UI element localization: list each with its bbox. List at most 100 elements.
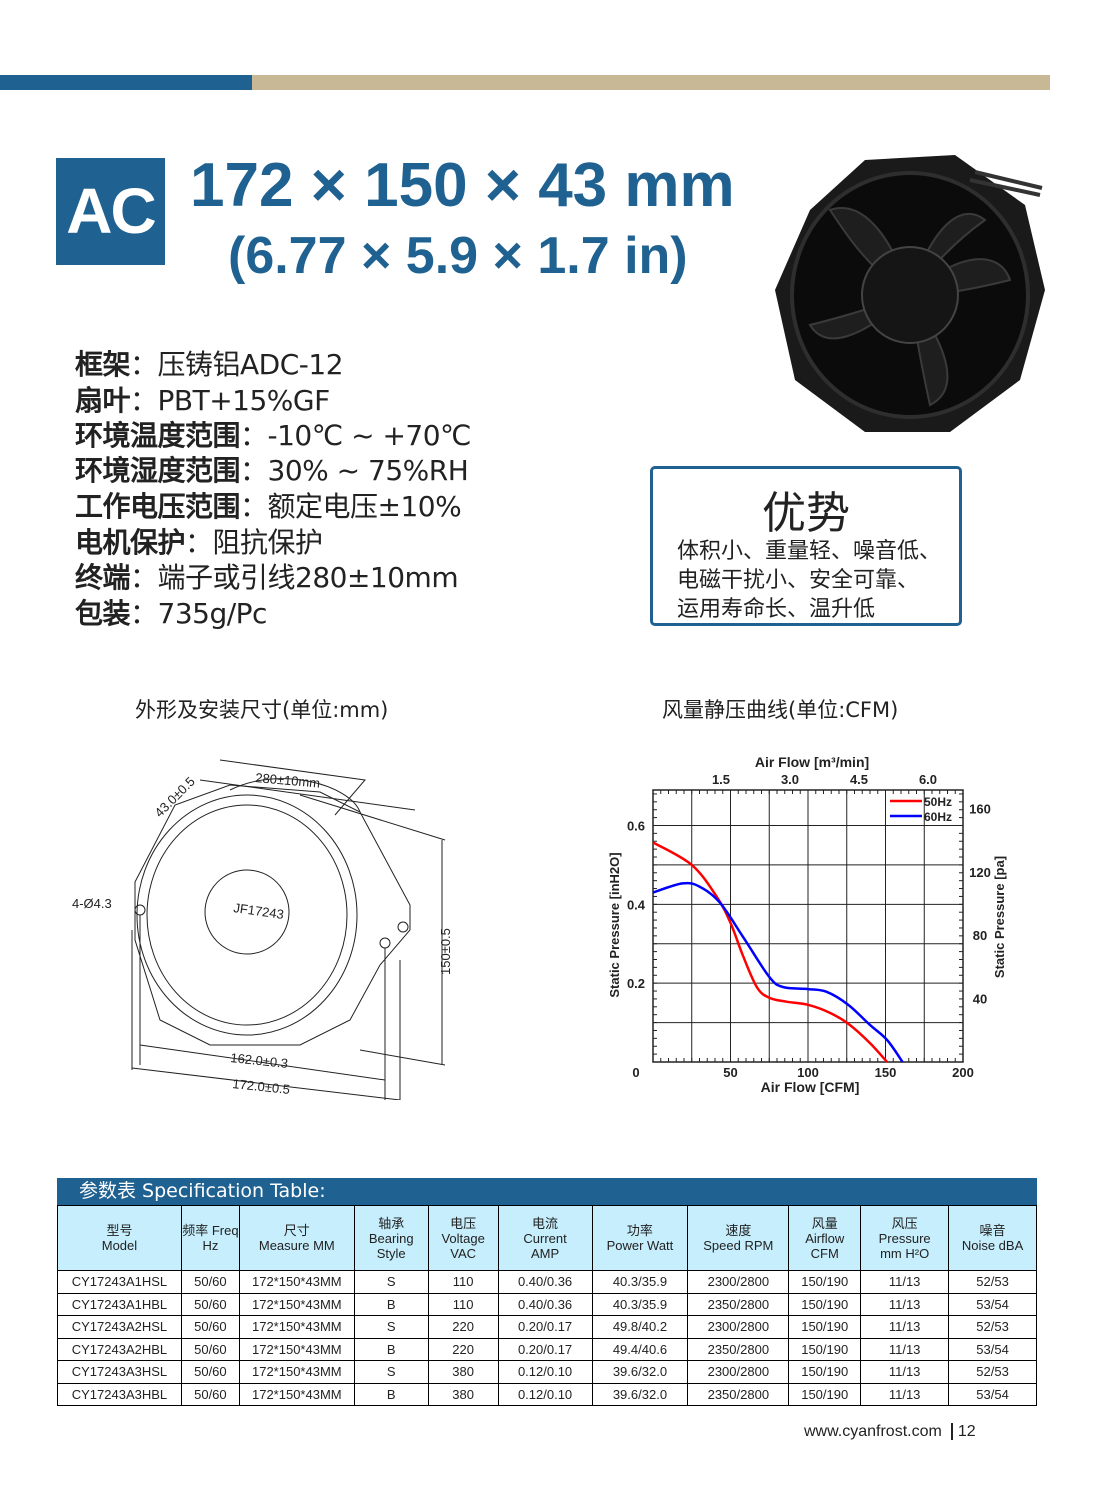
plot-area <box>652 789 964 1063</box>
advantages-title: 优势 <box>762 488 850 539</box>
y-tick-label: 0.2 <box>627 976 645 991</box>
x-tick-label: 150 <box>875 1065 897 1080</box>
legend-label: 50Hz <box>924 795 952 809</box>
x2-tick-label: 1.5 <box>712 772 730 787</box>
column-header: 风压 Pressure mm H²O <box>860 1205 950 1271</box>
column-header-line: Hz <box>202 1238 219 1253</box>
table-cell: 220 <box>427 1315 499 1339</box>
drawing-caption: 外形及安装尺寸(单位:mm) <box>135 698 389 722</box>
x-tick-label: 100 <box>797 1065 819 1080</box>
series-line-60Hz <box>652 881 904 1063</box>
table-cell: 11/13 <box>860 1315 950 1339</box>
y-tick-label: 0.6 <box>627 818 645 833</box>
table-cell: 172*150*43MM <box>238 1315 355 1339</box>
column-header: 噪音 Noise dBA <box>948 1205 1037 1271</box>
x2-tick-label: 4.5 <box>850 772 868 787</box>
table-cell: B <box>353 1292 429 1316</box>
header-bar-tan <box>252 75 1050 90</box>
table-cell: CY17243A2HBL <box>57 1337 182 1361</box>
table-cell: 39.6/32.0 <box>591 1360 689 1384</box>
table-row: CY17243A3HSL 50/60 172*150*43MM S 380 0.12/0.… <box>57 1360 1037 1384</box>
table-cell: 2350/2800 <box>687 1337 790 1361</box>
table-cell: 39.6/32.0 <box>591 1382 689 1406</box>
table-cell: 40.3/35.9 <box>591 1270 689 1294</box>
column-header-line: AMP <box>530 1245 560 1261</box>
column-header: 型号 Model <box>57 1205 182 1271</box>
column-header-line: 功率 <box>626 1223 653 1238</box>
column-header: 电压 Voltage VAC <box>427 1205 499 1271</box>
x2-tick-label: 6.0 <box>919 772 937 787</box>
table-cell: 0.40/0.36 <box>497 1292 593 1316</box>
column-header-line: 电压 <box>450 1215 477 1231</box>
spec-frame: 框架：压铸铝ADC-12 <box>75 348 344 381</box>
table-cell: 11/13 <box>860 1337 950 1361</box>
table-cell: 172*150*43MM <box>238 1292 355 1316</box>
column-header: 轴承 Bearing Style <box>353 1205 429 1271</box>
table-cell: CY17243A3HBL <box>57 1382 182 1406</box>
y2-tick-label: 40 <box>973 992 987 1007</box>
table-cell: 172*150*43MM <box>238 1360 355 1384</box>
table-cell: 150/190 <box>788 1270 862 1294</box>
table-cell: 53/54 <box>948 1382 1037 1406</box>
y2-tick-label: 120 <box>969 865 991 880</box>
website-link[interactable]: www.cyanfrost.com <box>804 1423 942 1440</box>
column-header-line: mm H²O <box>880 1245 930 1261</box>
column-header-line: 噪音 <box>979 1223 1006 1238</box>
column-header-line: Pressure <box>878 1230 931 1246</box>
column-header: 电流 Current AMP <box>497 1205 593 1271</box>
table-cell: 2300/2800 <box>687 1315 790 1339</box>
ac-badge: AC <box>56 158 165 265</box>
column-header-line: Current <box>523 1230 567 1246</box>
table-cell: CY17243A2HSL <box>57 1315 182 1339</box>
table-cell: 2300/2800 <box>687 1360 790 1384</box>
table-cell: 11/13 <box>860 1270 950 1294</box>
table-row: CY17243A2HBL 50/60 172*150*43MM B 220 0.20/0.… <box>57 1337 1037 1361</box>
column-header-line: 风压 <box>891 1215 918 1231</box>
table-cell: 380 <box>427 1360 499 1384</box>
table-cell: S <box>353 1315 429 1339</box>
column-header-line: Speed RPM <box>703 1238 774 1253</box>
column-header-line: Model <box>101 1238 138 1253</box>
table-cell: CY17243A1HSL <box>57 1270 182 1294</box>
table-cell: 172*150*43MM <box>238 1337 355 1361</box>
y2-tick-label: 160 <box>969 801 991 816</box>
column-header-line: Power Watt <box>606 1238 674 1253</box>
column-header: 尺寸 Measure MM <box>238 1205 355 1271</box>
advantage-line: 运用寿命长、温升低 <box>677 597 876 622</box>
title-metric: 172 × 150 × 43 mm <box>190 151 735 220</box>
table-cell: 220 <box>427 1337 499 1361</box>
table-cell: 50/60 <box>180 1270 240 1294</box>
column-header-line: 风量 <box>811 1215 838 1231</box>
column-header: 风量 Airflow CFM <box>788 1205 862 1271</box>
table-cell: 52/53 <box>948 1360 1037 1384</box>
dim-mount-hole: 4-Ø4.3 <box>72 896 112 911</box>
column-header-line: 轴承 <box>378 1215 405 1231</box>
dim-inner-width: 162.0±0.3 <box>230 1050 289 1071</box>
column-header-line: Noise dBA <box>961 1238 1024 1253</box>
table-cell: B <box>353 1382 429 1406</box>
table-cell: CY17243A3HSL <box>57 1360 182 1384</box>
table-cell: 380 <box>427 1382 499 1406</box>
table-cell: 0.12/0.10 <box>497 1360 593 1384</box>
table-cell: 0.12/0.10 <box>497 1382 593 1406</box>
column-header-line: Voltage <box>441 1230 485 1246</box>
dim-lead-length: 280±10mm <box>255 770 321 791</box>
column-header: 频率 Freq Hz <box>180 1205 240 1271</box>
table-cell: 110 <box>427 1292 499 1316</box>
table-header-row: 型号 Model 频率 Freq Hz 尺寸 Measure MM 轴承 Bearing Sty… <box>57 1205 1037 1271</box>
table-row: CY17243A2HSL 50/60 172*150*43MM S 220 0.20/0.… <box>57 1315 1037 1339</box>
advantages-box: 优势 体积小、重量轻、噪音低、 电磁干扰小、安全可靠、 运用寿命长、温升低 <box>650 466 962 626</box>
table-cell: 172*150*43MM <box>238 1382 355 1406</box>
table-cell: 0.40/0.36 <box>497 1270 593 1294</box>
header-bar-blue <box>0 75 252 90</box>
table-cell: B <box>353 1337 429 1361</box>
table-cell: 52/53 <box>948 1315 1037 1339</box>
column-header-line: 尺寸 <box>283 1223 310 1238</box>
table-row: CY17243A1HSL 50/60 172*150*43MM S 110 0.40/0.… <box>57 1270 1037 1294</box>
y-axis-label: Static Pressure [inH2O] <box>607 852 622 997</box>
dimension-drawing: 280±10mm 43.0±0.5 4-Ø4.3 JF17243 150±0.5… <box>72 759 453 1100</box>
column-header-line: 频率 Freq <box>182 1223 239 1238</box>
column-header-line: CFM <box>810 1245 839 1261</box>
fan-product-photo <box>775 155 1045 432</box>
spec-humidity: 环境湿度范围：30% ~ 75%RH <box>75 454 469 487</box>
